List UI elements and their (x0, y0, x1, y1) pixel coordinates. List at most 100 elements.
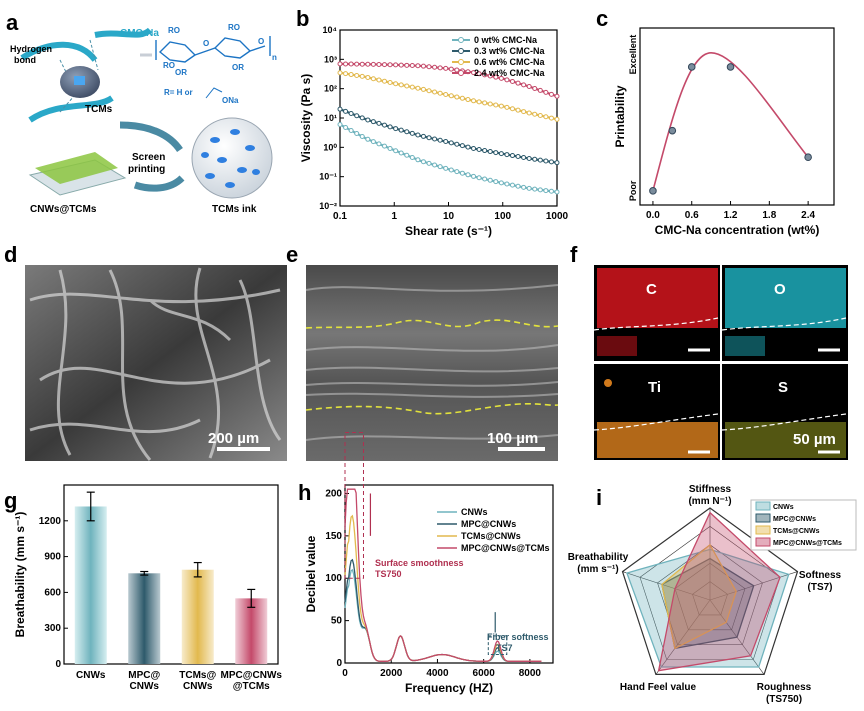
y-tick-label: 10⁻¹ (319, 172, 337, 182)
data-point (504, 181, 510, 187)
panel-letter-a: a (6, 10, 19, 35)
panel-f: f C O Ti S 50 µm (570, 242, 848, 460)
data-point (454, 141, 460, 147)
data-point (454, 94, 460, 100)
data-point (476, 99, 482, 105)
data-point (415, 157, 421, 163)
data-point (426, 135, 432, 141)
chart-h-plot: 0 2000 4000 6000 8000 0 50 100 150 200 Frequency (… (304, 431, 550, 695)
data-point (482, 72, 488, 78)
chart-c-frame (639, 27, 835, 206)
data-point (504, 152, 510, 158)
eds-c-signal-low (597, 336, 637, 356)
data-point (370, 139, 376, 145)
hbond-label-2: bond (14, 55, 36, 65)
radar-axis-label: Hand Feel value (620, 682, 697, 693)
x-axis-label: Shear rate (s⁻¹) (405, 224, 492, 238)
legend-marker (458, 70, 464, 76)
radar-axis-label: Softness (TS7) (799, 570, 842, 593)
data-point (493, 150, 499, 156)
x-tick-label: 4000 (426, 668, 449, 679)
ro1: RO (168, 26, 180, 35)
data-point (359, 115, 365, 121)
fabric-top-icon (35, 152, 118, 184)
y-axis-label: Decibel value (304, 535, 318, 612)
legend-swatch (755, 537, 771, 547)
chart-g-frame (63, 484, 279, 665)
data-point (437, 164, 443, 170)
ink-particles (201, 129, 260, 188)
chart-c-plot: 0.0 0.6 1.2 1.8 2.4 CMC-Na concentration (wt%… (613, 35, 819, 237)
panel-letter-h: h (298, 480, 311, 505)
hbond-label-1: Hydrogen (10, 44, 52, 54)
data-point (726, 63, 735, 71)
tcm-core-icon (74, 76, 85, 85)
data-point (348, 61, 354, 67)
scale-label-d: 200 µm (208, 430, 259, 447)
data-point (432, 64, 438, 70)
chart-g-plot: 0 300 600 900 1200 Breathability (mm s⁻¹) CNWs… (13, 491, 282, 692)
data-point (548, 188, 554, 194)
na-group: ONa (222, 96, 239, 105)
data-point (476, 175, 482, 181)
legend-label: MPC@CNWs (773, 516, 816, 523)
data-point (409, 155, 415, 161)
data-point (404, 152, 410, 158)
panel-g: g 0 300 600 900 1200 Breathability (mm s⁻¹) CN… (4, 484, 282, 692)
x-tick-label: 1 (391, 211, 397, 222)
legend-swatch (755, 501, 771, 511)
data-point (454, 169, 460, 175)
y-axis-label: Breathability (mm s⁻¹) (13, 512, 27, 638)
annotation-ts750: TS750 (375, 569, 402, 579)
data-point (437, 65, 443, 71)
data-point (370, 119, 376, 125)
legend-marker (458, 59, 464, 65)
data-point (420, 63, 426, 69)
radar-series (657, 511, 781, 672)
y-tick-label: 10⁰ (323, 142, 337, 152)
data-point (543, 158, 549, 164)
data-point (387, 62, 393, 68)
annotation-surface: Surface smoothness (375, 558, 464, 568)
eds-label-c: C (646, 281, 657, 298)
ro2: RO (163, 61, 175, 70)
legend-swatch (755, 513, 771, 523)
ink-label: TCMs ink (212, 204, 257, 215)
y-tick-label: 10⁴ (323, 25, 337, 35)
panel-a: a Hydrogen bond TCMs CMC-Na RO OR RO RO … (6, 10, 277, 215)
carboxyl-icon (205, 87, 223, 99)
data-point (448, 93, 454, 99)
y-tick-label: 50 (331, 616, 343, 627)
data-point (404, 62, 410, 68)
legend-label: 0 wt% CMC-Na (474, 35, 538, 45)
radar-series (626, 548, 790, 668)
legend-label: CNWs (773, 504, 794, 511)
panel-letter-d: d (4, 242, 17, 267)
data-point (354, 131, 360, 137)
data-point (554, 160, 560, 166)
x-tick-label: CNWs (76, 670, 106, 681)
data-point (471, 145, 477, 151)
eds-c-signal (597, 268, 718, 328)
eds-o-signal (725, 268, 846, 328)
data-point (370, 61, 376, 67)
scale-label-e: 100 µm (487, 430, 538, 447)
data-point (376, 120, 382, 126)
data-point (487, 177, 493, 183)
x-tick-label: 2000 (380, 668, 403, 679)
panel-c: c 0.0 0.6 1.2 1.8 2.4 CMC-Na concentration (w… (596, 6, 835, 237)
y-tick-label: 600 (44, 587, 61, 598)
data-point (504, 77, 510, 83)
series-line (339, 108, 558, 164)
data-point (343, 71, 349, 77)
data-point (382, 78, 388, 84)
panel-letter-g: g (4, 488, 17, 513)
highlight-box-ts750 (344, 431, 364, 579)
data-point (554, 93, 560, 99)
data-point (348, 128, 354, 134)
panel-letter-b: b (296, 6, 309, 31)
data-point (365, 117, 371, 123)
data-point (526, 185, 532, 191)
legend-box (750, 499, 857, 551)
cmc-structure-icon (155, 36, 271, 63)
